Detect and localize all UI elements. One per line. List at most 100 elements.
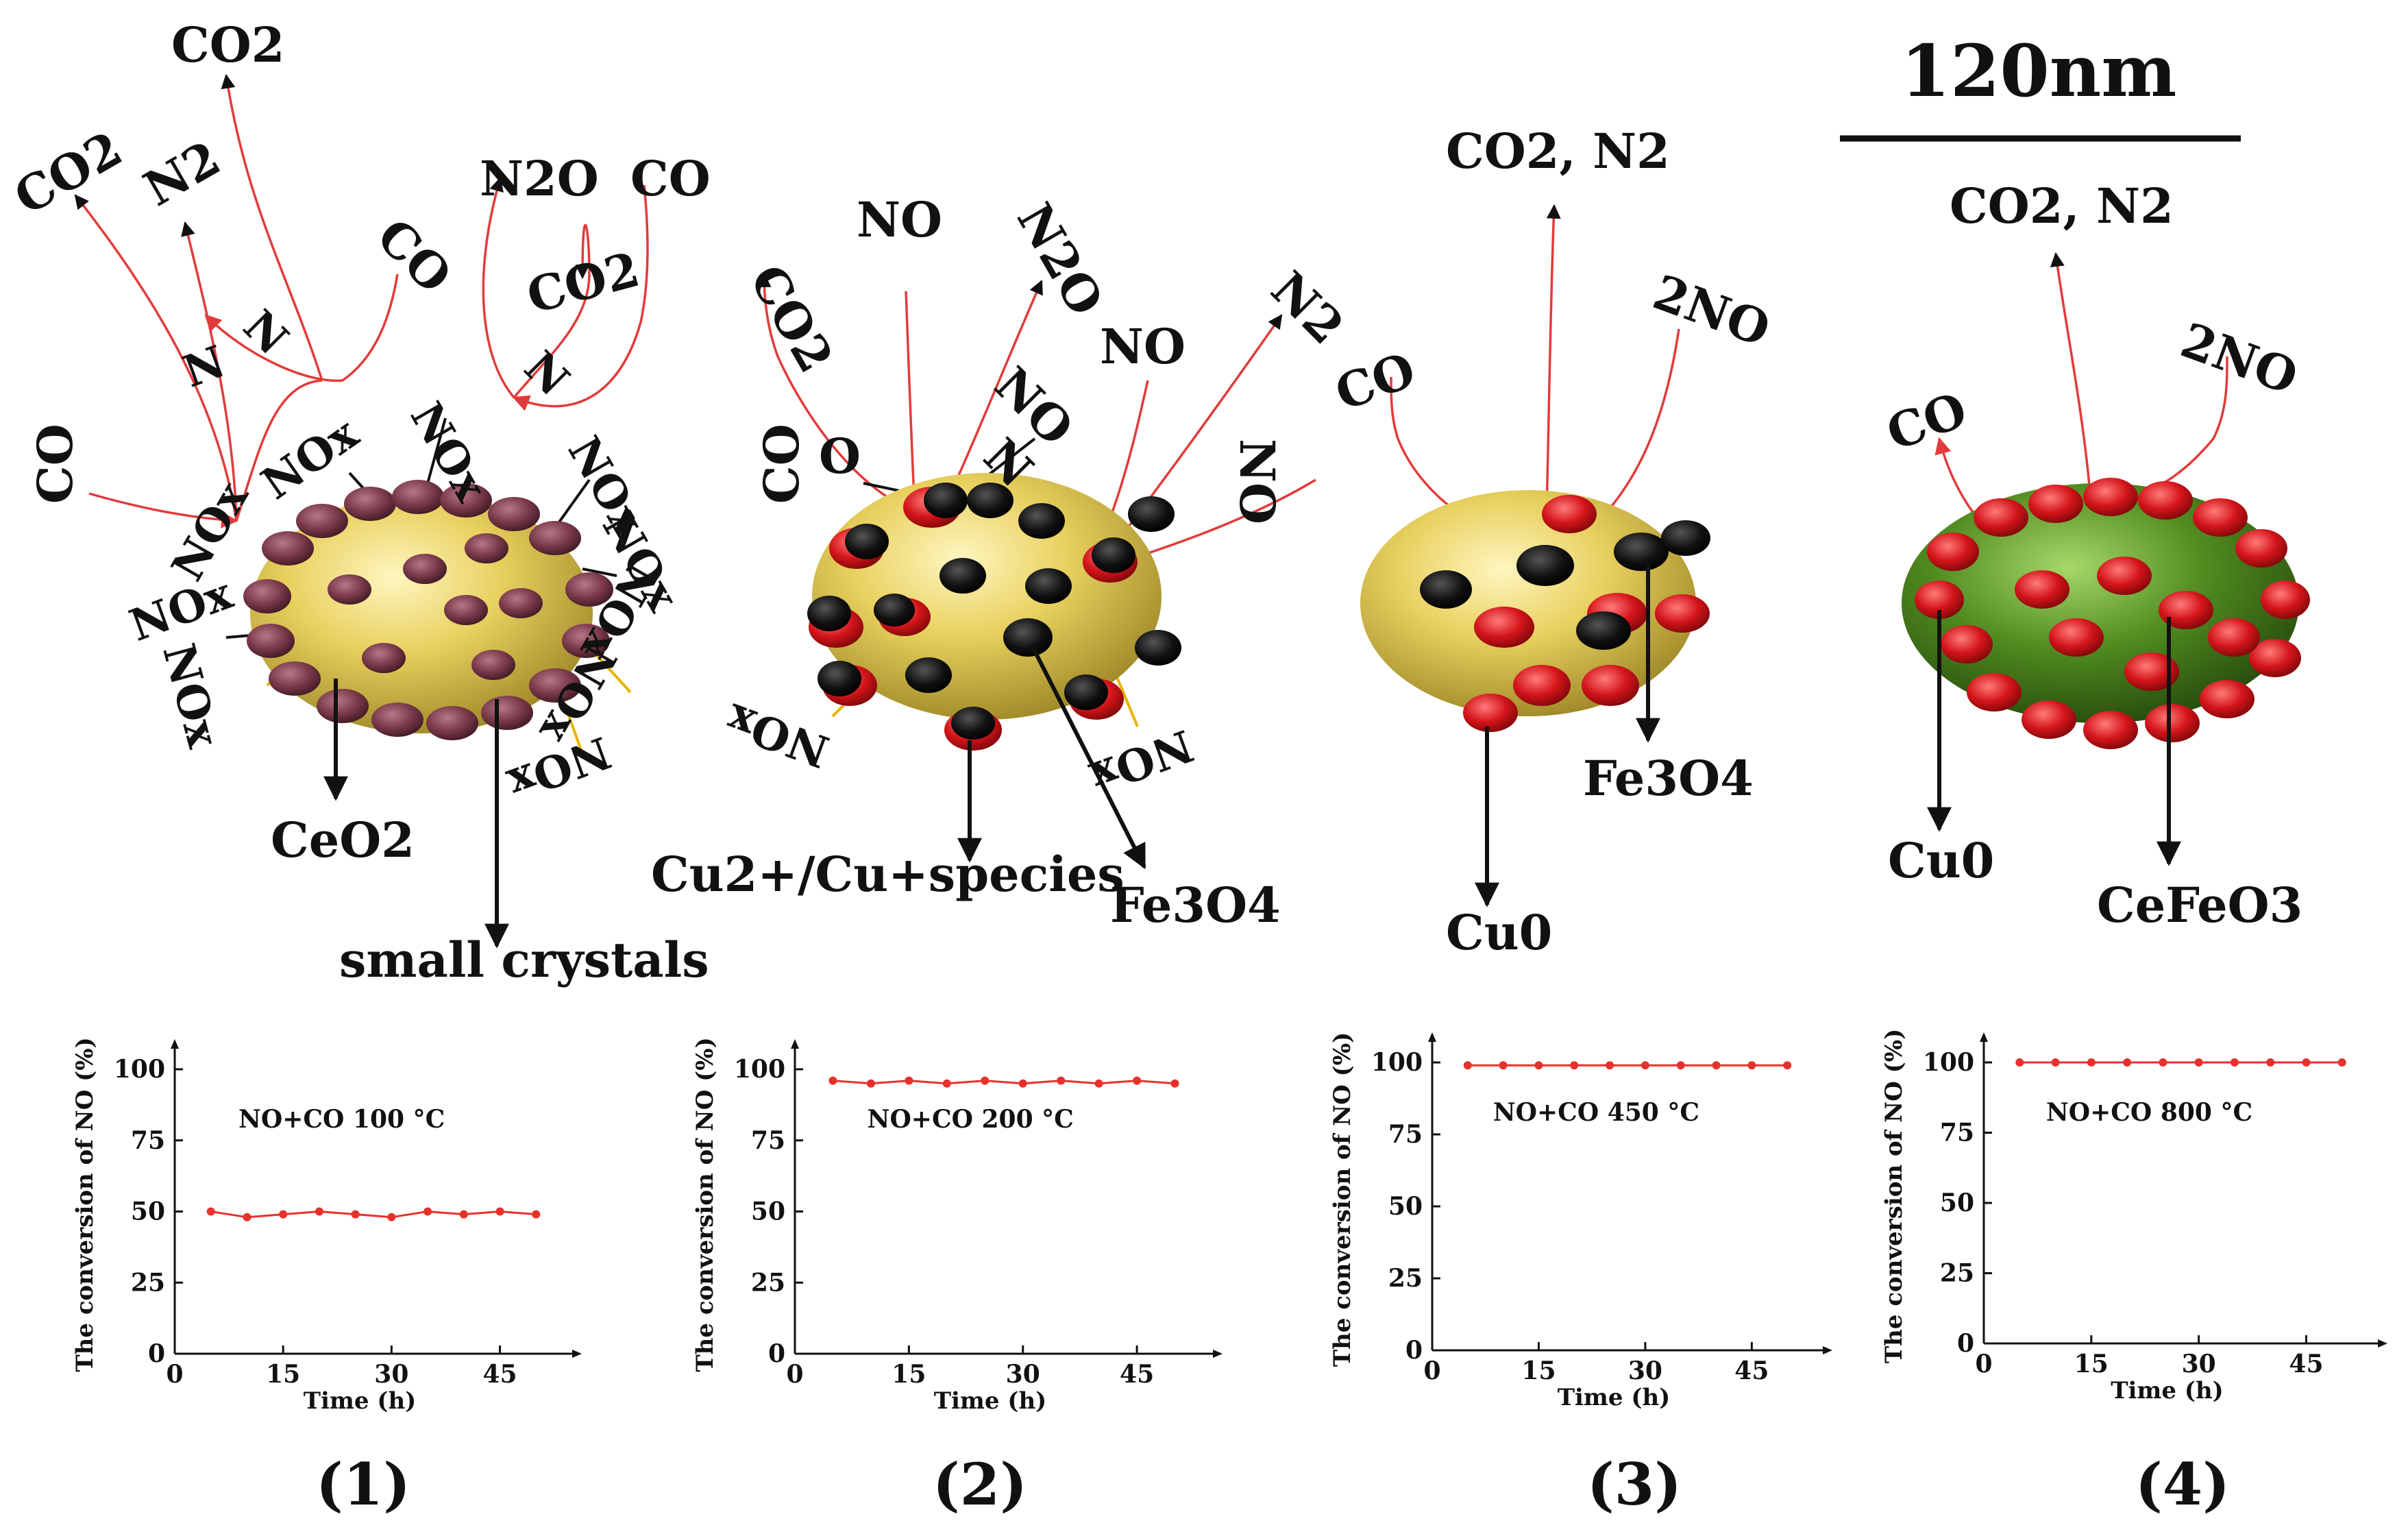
chart-y-tick-label: 0: [768, 1339, 785, 1368]
panel1-species-n2o: N2O: [480, 150, 599, 207]
chart-x-tick-label: 15: [266, 1360, 300, 1389]
chart-y-tick-label: 25: [751, 1268, 785, 1297]
chart-data-point: [2302, 1058, 2311, 1067]
chart-data-point: [495, 1207, 504, 1216]
panel1-n-label: N: [233, 300, 297, 365]
chart-x-axis-label: Time (h): [2111, 1377, 2224, 1404]
chart-y-tick-label: 0: [148, 1339, 165, 1368]
chart-y-tick-label: 50: [1940, 1189, 1974, 1217]
chart-data-point: [279, 1210, 288, 1219]
chart-data-point: [2266, 1058, 2275, 1067]
panel2-species-n2o: N2O: [1006, 193, 1115, 325]
chart-y-tick-label: 75: [1940, 1119, 1974, 1147]
chart-data-point: [2087, 1058, 2096, 1067]
panel1-nox-label: NOx: [123, 568, 240, 652]
chart-data-point: [1783, 1061, 1792, 1070]
chart-data-point: [2123, 1058, 2132, 1067]
chart-data-point: [423, 1207, 432, 1216]
chart-y-tick-label: 50: [131, 1197, 165, 1226]
chart-x-tick-label: 45: [482, 1360, 517, 1389]
panel4-species-2no: 2NO: [2174, 311, 2305, 405]
chart-y-tick-label: 100: [734, 1055, 785, 1084]
panel2-cu-species-dots: [807, 483, 1181, 751]
chart-data-point: [1570, 1061, 1579, 1070]
scale-bar-label: 120nm: [1901, 29, 2177, 113]
panel2-species-o: O: [819, 428, 861, 485]
chart-x-axis-arrow: [572, 1350, 582, 1358]
panel1-crystals-label: small crystals: [339, 932, 709, 988]
chart-annotation: NO+CO 200 °C: [868, 1105, 1074, 1134]
panel3-fe3o4-dots: [1420, 520, 1710, 650]
panel4-species-products: CO2, N2: [1950, 178, 2174, 234]
charts-group: 0 25 50 75 100 0 15 30 45 Time (h) The conversion …: [71, 1029, 2387, 1518]
chart-x-tick-label: 0: [786, 1360, 803, 1389]
chart-x-tick-label: 15: [892, 1360, 926, 1389]
panel3-species-co: CO: [1328, 341, 1423, 422]
chart-y-axis-arrow: [1428, 1032, 1436, 1042]
chart-x-tick-label: 15: [2074, 1350, 2109, 1378]
panel3-species-2no: 2NO: [1646, 263, 1778, 357]
panel1-small-crystals: [243, 480, 613, 740]
panel2-fe3o4-label: Fe3O4: [1110, 877, 1281, 934]
panel3-cu-label: Cu0: [1446, 904, 1552, 961]
chart-data-point: [2159, 1058, 2167, 1067]
chart-data-point: [1712, 1061, 1721, 1070]
chart-x-tick-label: 30: [1006, 1360, 1040, 1389]
chart-data-point: [905, 1076, 913, 1085]
chart-y-axis-arrow: [171, 1039, 179, 1049]
chart-annotation: NO+CO 100 °C: [238, 1105, 445, 1134]
chart-3: 0 25 50 75 100 0 15 30 45 Time (h) The conversion …: [1329, 1032, 1832, 1518]
chart-y-tick-label: 50: [751, 1197, 785, 1226]
panel1-n-label: N: [177, 336, 232, 398]
chart-y-tick-label: 0: [1405, 1336, 1423, 1365]
chart-data-point: [1534, 1061, 1543, 1070]
chart-y-tick-label: 100: [114, 1055, 165, 1084]
chart-x-tick-label: 15: [1521, 1356, 1556, 1385]
chart-y-tick-label: 25: [131, 1268, 165, 1297]
chart-x-axis-arrow: [1823, 1346, 1832, 1354]
panel2-fe3o4-arrow: [1029, 643, 1146, 870]
panel2-nox-label: NOx: [1083, 719, 1200, 803]
panel1-nox-label: NOx: [152, 639, 229, 753]
chart-data-point: [981, 1076, 990, 1085]
chart-x-tick-label: 0: [1423, 1356, 1440, 1385]
chart-y-tick-label: 25: [1388, 1264, 1423, 1293]
chart-data-point: [1018, 1079, 1027, 1088]
chart-y-axis-arrow: [1980, 1032, 1988, 1042]
panel3-cu-dots: [1463, 495, 1710, 732]
chart-4: 0 25 50 75 100 0 15 30 45 Time (h) The conversion …: [1880, 1029, 2387, 1518]
panel2-species-n2: N2: [1260, 260, 1355, 355]
chart-data-point: [351, 1210, 360, 1219]
panel1-ceo2-label: CeO2: [271, 812, 415, 868]
panel2-ceo2-sphere: [812, 473, 1162, 720]
chart-x-tick-label: 30: [374, 1360, 408, 1389]
chart-data-point: [1641, 1061, 1649, 1070]
panel1-species-co2-mid: CO2: [521, 241, 645, 325]
panel1-species-labels: CO2 CO2 N2 N2O CO CO2 CO CO: [5, 16, 711, 504]
chart-data-point: [1463, 1061, 1472, 1070]
panel3-ceo2-sphere: [1360, 490, 1696, 716]
chart-y-tick-label: 0: [1957, 1329, 1974, 1358]
chart-data-point: [1133, 1076, 1142, 1085]
chart-data-point: [206, 1207, 215, 1216]
panel2-species-co: CO: [753, 424, 810, 504]
chart-data-point: [459, 1210, 468, 1219]
chart-x-axis-arrow: [1213, 1350, 1223, 1358]
panel-label: (4): [2135, 1450, 2230, 1518]
chart-y-tick-label: 25: [1940, 1259, 1974, 1288]
chart-data-point: [2015, 1058, 2024, 1067]
chart-annotation: NO+CO 800 °C: [2046, 1098, 2252, 1127]
panel2-cu-label: Cu2+/Cu+species: [651, 846, 1125, 903]
chart-data-point: [2194, 1058, 2203, 1067]
chart-data-point: [1606, 1061, 1614, 1070]
chart-series-line: [833, 1080, 1175, 1085]
panel1-species-n2: N2: [134, 130, 230, 217]
chart-y-axis-label: The conversion of NO (%): [691, 1037, 719, 1372]
chart-data-point: [387, 1213, 396, 1221]
chart-x-tick-label: 0: [1975, 1350, 1992, 1378]
chart-data-point: [828, 1076, 837, 1085]
chart-y-tick-label: 100: [1371, 1048, 1423, 1077]
chart-y-axis-label: The conversion of NO (%): [71, 1037, 99, 1372]
chart-annotation: NO+CO 450 °C: [1493, 1098, 1699, 1127]
